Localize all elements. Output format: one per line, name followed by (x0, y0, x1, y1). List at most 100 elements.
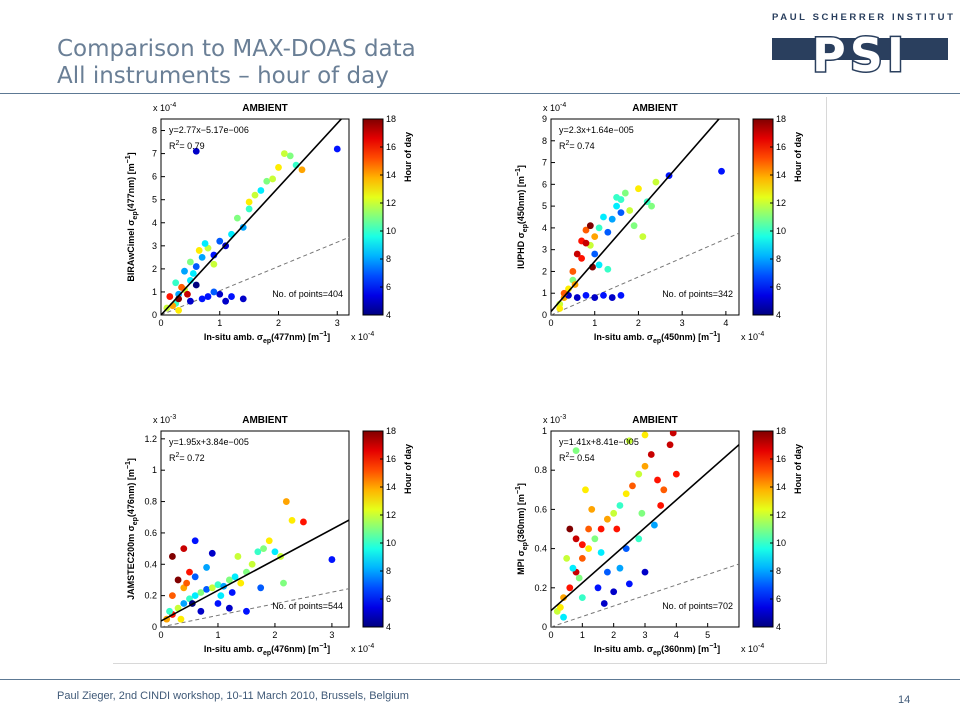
data-point (626, 207, 634, 214)
data-point (216, 237, 224, 245)
x-axis-label: In-situ amb. σep(477nm) [m−1] (204, 331, 330, 345)
x-tick-label: 0 (158, 630, 163, 640)
data-point (613, 525, 621, 533)
data-point (648, 202, 655, 210)
y-tick-label: 5 (152, 195, 157, 205)
data-point (604, 228, 612, 236)
data-point (263, 177, 271, 185)
slide-title-line1: Comparison to MAX-DOAS data (57, 36, 416, 62)
data-point (208, 549, 216, 557)
slide-title-line2: All instruments – hour of day (57, 63, 389, 89)
data-point (625, 437, 633, 445)
reference-line (161, 236, 349, 315)
y-axis-label: IUPHD σep(450nm) [m−1] (515, 165, 529, 269)
data-point (168, 592, 176, 600)
x-tick-label: 1 (215, 630, 220, 640)
points-count-label: No. of points=342 (662, 289, 733, 299)
data-point (210, 260, 218, 268)
x-tick-label: 0 (548, 318, 553, 328)
colorbar-tick-label: 12 (776, 510, 786, 520)
data-point (600, 600, 608, 607)
fit-line (551, 119, 721, 312)
x-axis-label: In-situ amb. σep(360nm) [m−1] (594, 643, 720, 657)
colorbar-tick-label: 10 (386, 226, 396, 236)
colorbar-tick-label: 8 (776, 254, 781, 264)
data-point (639, 233, 647, 241)
x-tick-label: 0 (158, 318, 163, 328)
colorbar-tick-label: 18 (386, 114, 396, 124)
data-point (203, 585, 210, 593)
data-point (572, 447, 580, 454)
data-point (600, 213, 607, 221)
data-point (654, 476, 661, 484)
data-point (265, 537, 273, 545)
y-tick-label: 0.2 (534, 583, 547, 593)
data-point (630, 222, 638, 230)
data-point (604, 265, 612, 273)
colorbar (362, 430, 384, 628)
data-point (666, 441, 674, 449)
x-axis-label: In-situ amb. σep(450nm) [m−1] (594, 331, 720, 345)
data-point (225, 604, 233, 612)
data-point (573, 294, 581, 301)
colorbar-tick-label: 4 (776, 310, 781, 320)
series-group (551, 119, 739, 315)
y-tick-label: 0 (152, 310, 157, 320)
colorbar-tick-label: 4 (386, 310, 391, 320)
colorbar-tick-label: 18 (776, 426, 786, 436)
y-scale-label: x 10-3 (543, 414, 566, 425)
data-point (191, 537, 199, 545)
data-point (652, 178, 660, 186)
data-point (660, 486, 668, 494)
colorbar (752, 430, 774, 628)
r-squared-label: R2= 0.74 (559, 140, 595, 151)
data-point (616, 564, 624, 572)
y-tick-label: 5 (542, 201, 547, 211)
x-tick-label: 2 (636, 318, 641, 328)
data-point (582, 226, 590, 234)
y-tick-label: 8 (542, 136, 547, 146)
data-point (216, 290, 224, 298)
data-point (166, 293, 174, 300)
r-squared-label: R2= 0.54 (559, 452, 595, 463)
y-tick-label: 6 (152, 172, 157, 182)
data-point (613, 194, 620, 201)
data-point (271, 548, 279, 556)
data-point (610, 588, 618, 596)
data-point (608, 215, 616, 223)
data-point (635, 185, 642, 193)
data-point (582, 292, 590, 299)
data-point (203, 564, 210, 571)
colorbar-tick-label: 12 (776, 198, 786, 208)
data-point (575, 574, 583, 582)
data-point (189, 270, 197, 277)
data-point (198, 253, 206, 261)
fit-line (161, 119, 343, 315)
y-axis-label: MPI σep(360nm) [m−1] (515, 483, 529, 575)
data-point (578, 594, 586, 601)
data-point (222, 297, 230, 305)
y-tick-label: 0 (152, 622, 157, 632)
equation-label: y=1.95x+3.84e−005 (169, 437, 249, 447)
data-point (588, 506, 596, 513)
x-tick-label: 5 (705, 630, 710, 640)
fit-line (551, 444, 739, 612)
points-count-label: No. of points=544 (272, 601, 343, 611)
data-point (254, 548, 262, 556)
colorbar-tick-label: 10 (386, 538, 396, 548)
data-point (228, 293, 235, 300)
data-point (566, 584, 574, 592)
y-tick-label: 2 (542, 266, 547, 276)
data-point (600, 292, 607, 299)
data-point (597, 525, 605, 533)
data-point (237, 579, 245, 587)
x-tick-label: 3 (642, 630, 647, 640)
data-point (174, 604, 182, 612)
data-point (582, 239, 590, 247)
data-point (197, 589, 205, 596)
data-point (214, 581, 222, 589)
data-point (595, 224, 603, 232)
data-point (613, 202, 620, 210)
